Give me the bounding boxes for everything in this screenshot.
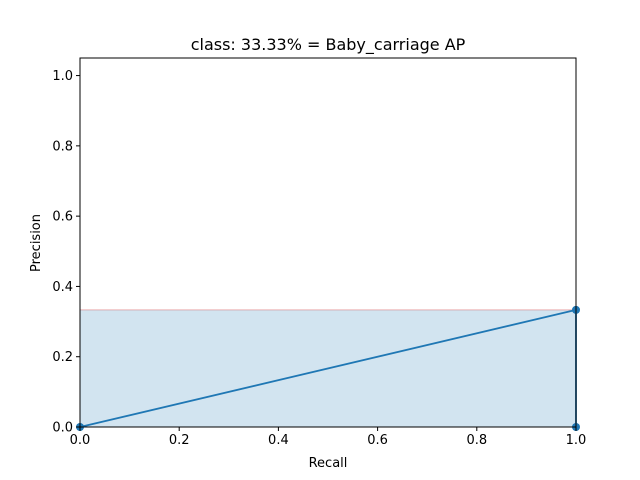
- x-axis-title: Recall: [309, 456, 348, 471]
- x-tick-label-4: 0.8: [466, 433, 487, 448]
- x-tick-label-5: 1.0: [566, 433, 587, 448]
- chart-title: class: 33.33% = Baby_carriage AP: [191, 35, 466, 55]
- y-tick-label-3: 0.6: [52, 210, 73, 225]
- y-tick-label-5: 1.0: [52, 69, 73, 84]
- y-tick-label-4: 0.8: [52, 139, 73, 154]
- x-tick-label-0: 0.0: [70, 433, 91, 448]
- x-tick-label-1: 0.2: [169, 433, 190, 448]
- y-tick-label-0: 0.0: [52, 421, 73, 436]
- y-axis-title: Precision: [29, 214, 44, 272]
- y-tick-label-1: 0.2: [52, 350, 73, 365]
- plot-frame: [79, 57, 577, 428]
- y-axis-ticks: 0.0 0.2 0.4 0.6 0.8 1.0: [52, 69, 80, 436]
- x-axis-ticks: 0.0 0.2 0.4 0.6 0.8 1.0: [70, 427, 587, 448]
- y-tick-label-2: 0.4: [52, 280, 73, 295]
- x-tick-label-3: 0.6: [367, 433, 388, 448]
- x-tick-label-2: 0.4: [268, 433, 289, 448]
